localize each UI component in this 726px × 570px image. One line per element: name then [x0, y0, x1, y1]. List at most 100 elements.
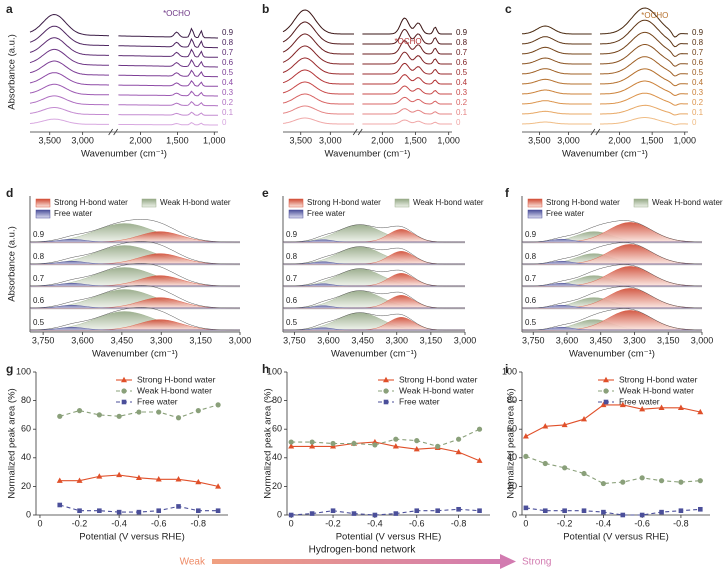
marker [456, 436, 462, 442]
y-tick-label: 20 [507, 481, 517, 491]
stack-label: 0.6 [525, 296, 537, 305]
x-tick-label: 3,300 [150, 335, 173, 345]
fit-component [522, 244, 703, 265]
panel: h Potential (V versus RHE) Normalized peak… [262, 362, 490, 543]
marker [697, 478, 703, 484]
marker [677, 404, 684, 410]
curve-label: 0.9 [692, 28, 704, 37]
x-axis-label: Wavenumber (cm⁻¹) [569, 349, 655, 360]
marker [156, 508, 162, 514]
series-line [525, 404, 701, 437]
curve-label: 0.7 [222, 48, 234, 57]
series-line [525, 507, 701, 516]
marker [76, 408, 83, 414]
marker [698, 506, 703, 512]
x-tick-label: 1,000 [673, 135, 696, 145]
legend-label: Strong H-bond water [137, 374, 216, 384]
y-axis-label: Absorbance (a.u.) [7, 226, 18, 302]
legend-label: Weak H-bond water [413, 198, 484, 207]
marker [195, 408, 201, 414]
marker [96, 412, 102, 418]
fit-envelope [29, 285, 240, 309]
fit-component [30, 260, 240, 265]
fit-envelope [282, 224, 465, 243]
fit-envelope [522, 220, 702, 243]
y-tick-label: 100 [267, 366, 282, 376]
series-line [525, 455, 701, 485]
panel: f Wavenumber (cm⁻¹) 3,750 3,600 3,450 3,300 3,… [505, 186, 723, 359]
marker [97, 508, 102, 514]
marker [372, 512, 378, 518]
y-axis-label: Normalized peak area (%) [7, 388, 18, 498]
marker [455, 448, 462, 455]
spectrum-curve [29, 95, 218, 107]
marker [620, 512, 626, 518]
x-tick-label: 3,500 [289, 135, 312, 145]
marker [476, 457, 483, 463]
x-tick-label: 3,000 [691, 335, 714, 345]
fit-envelope [522, 264, 702, 287]
marker [309, 511, 315, 516]
marker [542, 460, 548, 467]
legend-label: Free water [54, 209, 93, 218]
fit-envelope [282, 290, 465, 309]
marker [414, 508, 420, 514]
x-axis-label: Potential (V versus RHE) [563, 532, 669, 543]
spectrum-curve [282, 9, 452, 35]
x-tick-label: 3,600 [317, 335, 340, 345]
marker [542, 423, 549, 429]
spectrum-curve [29, 37, 218, 58]
curve-label: 0.7 [456, 48, 468, 57]
x-tick-label: 0 [37, 518, 42, 528]
spectrum-curve [29, 72, 218, 87]
spectrum-curve [282, 81, 452, 95]
spectrum-curve [282, 57, 452, 75]
panel-label: d [6, 186, 13, 200]
marker [523, 505, 529, 511]
x-axis-label: Wavenumber (cm⁻¹) [92, 349, 178, 360]
marker [215, 508, 221, 514]
series-line [291, 508, 480, 516]
x-axis-label: Wavenumber (cm⁻¹) [562, 149, 648, 160]
y-axis-label: Normalized peak area (%) [263, 388, 274, 498]
marker [659, 509, 664, 515]
fit-component [282, 268, 465, 287]
legend-label: Weak H-bond water [399, 385, 474, 395]
x-tick-label: 1,500 [166, 135, 189, 145]
marker [175, 415, 182, 421]
spectrum-curve [521, 117, 688, 126]
legend-marker [121, 399, 127, 405]
curve-label: 0.1 [692, 108, 704, 117]
x-tick-label: 0 [523, 518, 528, 528]
y-tick-label: 100 [502, 366, 517, 376]
spectrum-curve [521, 31, 689, 58]
marker [476, 426, 483, 432]
fit-component [282, 224, 465, 243]
footer-title: Hydrogen-bond network [309, 545, 417, 556]
marker [116, 413, 122, 419]
y-tick-label: 0 [26, 509, 31, 519]
marker [620, 479, 626, 485]
marker [135, 474, 142, 481]
panel-label: b [262, 2, 269, 16]
y-tick-label: 80 [507, 395, 517, 405]
arrow-head [500, 554, 516, 569]
panel: e Wavenumber (cm⁻¹) 3,750 3,600 3,450 3,300 3,… [262, 186, 484, 359]
legend-marker [383, 388, 389, 394]
y-tick-label: 0 [512, 509, 517, 519]
legend-label: Weak H-bond water [137, 385, 212, 395]
spectrum-curve [282, 21, 452, 45]
marker [136, 409, 142, 415]
x-axis-label: Potential (V versus RHE) [79, 532, 185, 543]
marker [288, 443, 295, 449]
marker [196, 508, 201, 514]
marker [562, 465, 568, 471]
annotation: *OCHO [394, 37, 421, 46]
panel: d Wavenumber (cm⁻¹) Absorbance (a.u.) 3,750… [6, 186, 251, 359]
x-tick-label: 3,000 [319, 135, 342, 145]
panel: c Wavenumber (cm⁻¹) 3,500 3,000 2,000 1,500 1,… [505, 2, 704, 159]
legend-swatch [35, 209, 51, 219]
fit-envelope [522, 308, 702, 331]
legend-label: Free water [546, 209, 585, 218]
legend-marker [121, 376, 127, 383]
